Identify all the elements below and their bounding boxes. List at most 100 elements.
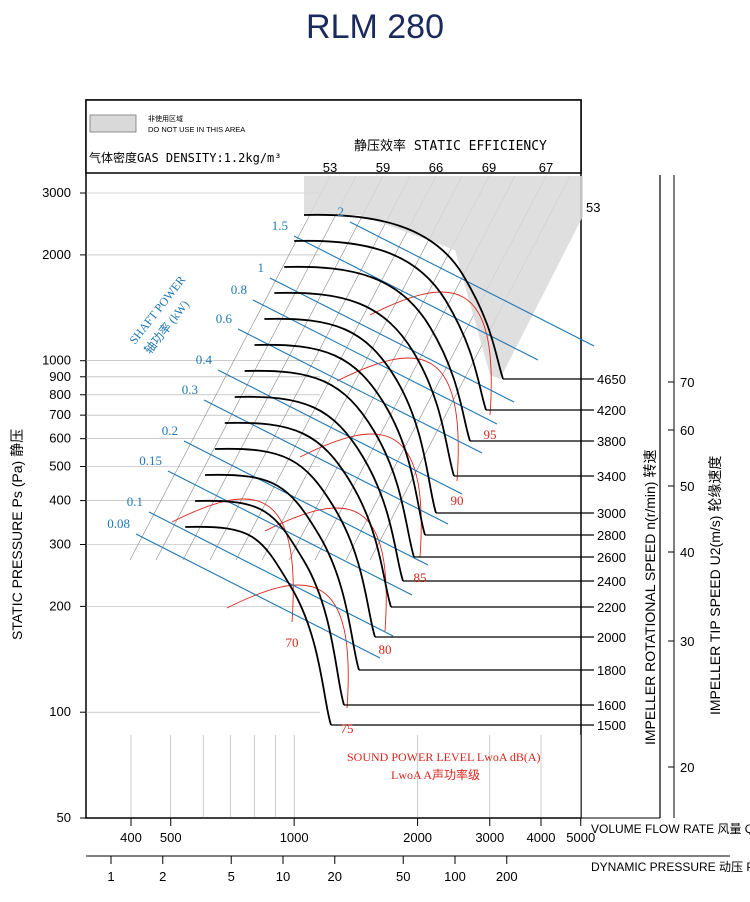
speed-axis-label: IMPELLER ROTATIONAL SPEED n(r/min) 转速: [642, 450, 658, 745]
y-tick-label: 100: [49, 704, 71, 719]
sound-value-label: 95: [484, 427, 497, 442]
y-tick-label: 800: [49, 387, 71, 402]
tip-tick-label: 60: [680, 423, 694, 438]
chart-title: RLM 280: [306, 8, 444, 46]
speed-tick-label: 2800: [597, 528, 626, 543]
shaft-power-line: [349, 221, 595, 347]
no-use-note-en: DO NOT USE IN THIS AREA: [148, 125, 245, 134]
speed-tick-label: 3800: [597, 434, 626, 449]
gas-density-label: 气体密度GAS DENSITY:1.2kg/m³: [89, 150, 282, 165]
x2-tick-label: 5: [228, 869, 235, 884]
efficiency-label: 69: [482, 160, 496, 175]
x2-tick-label: 2: [159, 869, 166, 884]
speed-tick-label: 2000: [597, 630, 626, 645]
shaft-power-line: [252, 299, 498, 425]
y-tick-label: 600: [49, 431, 71, 446]
sound-curve: [369, 291, 492, 416]
x-tick-label: 3000: [475, 830, 504, 845]
shaft-power-label: 0.6: [216, 311, 233, 326]
x2-tick-label: 10: [276, 869, 290, 884]
y-tick-label: 3000: [42, 185, 71, 200]
speed-tick-label: 1600: [597, 698, 626, 713]
speed-tick-label: 4200: [597, 403, 626, 418]
speed-curve: [185, 525, 332, 726]
efficiency-line: [155, 175, 357, 561]
x-tick-label: 400: [120, 830, 142, 845]
x2-tick-label: 100: [444, 869, 466, 884]
speed-curve: [204, 473, 360, 671]
speed-curve: [294, 239, 487, 411]
tip-tick-label: 40: [680, 545, 694, 560]
x2-axis-label: DYNAMIC PRESSURE 动压 Pd(Pa): [591, 860, 750, 874]
speed-tick-label: 2400: [597, 574, 626, 589]
speed-tick-label: 4650: [597, 372, 626, 387]
y-tick-label: 700: [49, 407, 71, 422]
speed-curve: [244, 369, 415, 558]
shaft-power-line: [203, 399, 449, 525]
speed-tick-label: 1800: [597, 663, 626, 678]
efficiency-label: 59: [376, 160, 390, 175]
labels: 3000200010009008007006005004003002001005…: [42, 160, 694, 884]
shaft-power-label: 1.5: [272, 218, 288, 233]
shaft-power-line: [148, 511, 394, 637]
efficiency-line: [235, 175, 437, 561]
x2-tick-label: 1: [107, 869, 114, 884]
sound-value-label: 75: [341, 721, 354, 736]
no-use-swatch: [89, 114, 137, 133]
speed-curve: [214, 447, 376, 638]
no-use-note-cn: 非使用区域: [148, 114, 183, 123]
tip-tick-label: 30: [680, 634, 694, 649]
speed-curve: [195, 499, 345, 706]
shaft-power-line: [183, 440, 429, 566]
x2-tick-label: 20: [328, 869, 342, 884]
shaft-power-label: 0.08: [107, 516, 130, 531]
x-tick-label: 5000: [566, 830, 595, 845]
y-tick-label: 400: [49, 493, 71, 508]
x2-tick-label: 50: [396, 869, 410, 884]
y-axis-label: STATIC PRESSURE Ps (Pa) 静压: [9, 429, 25, 640]
shaft-power-label: 0.2: [162, 423, 178, 438]
shaft-power-label: 0.15: [139, 453, 162, 468]
shaft-power-label: 1: [258, 260, 265, 275]
y-tick-label: 300: [49, 536, 71, 551]
shaded-region: [304, 176, 583, 379]
sound-curve: [171, 498, 294, 623]
y-tick-label: 900: [49, 369, 71, 384]
efficiency-line: [209, 175, 411, 561]
sound-value-label: 70: [286, 635, 299, 650]
speed-tick-label: 3400: [597, 469, 626, 484]
shaft-power-line: [237, 328, 483, 454]
shaft-power-label: 0.8: [231, 282, 247, 297]
y-tick-label: 50: [57, 810, 71, 825]
sound-power-label: SOUND POWER LEVEL LwoA dB(A): [347, 750, 541, 764]
shaft-power-line: [217, 369, 463, 495]
shaft-power-line: [293, 235, 539, 361]
speed-curve: [254, 343, 426, 536]
do-not-use-area: [304, 176, 583, 379]
static-efficiency-label: 静压效率 STATIC EFFICIENCY: [354, 138, 547, 154]
speed-curve: [264, 317, 437, 514]
x-tick-label: 500: [160, 830, 182, 845]
speed-curves: [185, 213, 594, 726]
speed-curve: [274, 291, 455, 477]
speed-curve: [284, 265, 471, 442]
sound-value-label: 80: [379, 642, 392, 657]
efficiency-line: [182, 175, 384, 561]
tip-tick-label: 50: [680, 479, 694, 494]
efficiency-label: 67: [539, 160, 553, 175]
x-axis-label: VOLUME FLOW RATE 风量 Q(m³/h): [591, 822, 750, 836]
speed-curve: [303, 213, 504, 380]
grid: [80, 175, 730, 864]
y-tick-label: 200: [49, 598, 71, 613]
speed-tick-label: 2200: [597, 600, 626, 615]
sound-value-label: 85: [414, 570, 427, 585]
x2-tick-label: 200: [496, 869, 518, 884]
shaft-power-curves: [135, 221, 595, 659]
y-tick-label: 2000: [42, 247, 71, 262]
shaft-power-line: [167, 470, 413, 596]
y-tick-label: 500: [49, 459, 71, 474]
efficiency-line: [129, 175, 331, 561]
tip-tick-label: 70: [680, 375, 694, 390]
info-box: [85, 99, 582, 174]
